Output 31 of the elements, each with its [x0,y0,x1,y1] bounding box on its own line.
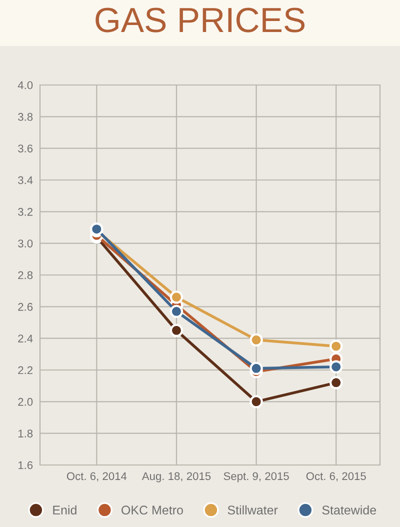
point [170,290,184,304]
y-tick-label: 3.8 [18,112,33,121]
x-tick-label: Sept. 9, 2015 [224,472,289,482]
x-tick-label: Oct. 6, 2014 [66,472,127,482]
point [330,340,343,353]
chart-title: GAS PRICES [96,8,305,32]
x-tick-label: Aug. 18, 2015 [142,472,211,482]
legend-label: OKC Metro [122,506,183,515]
y-tick-label: 4.0 [18,81,33,90]
point [250,362,263,376]
point [330,376,343,390]
y-tick-label: 3.4 [18,176,33,184]
y-tick-label: 2.0 [18,398,33,406]
point [170,324,184,338]
point [250,333,263,347]
point [170,304,184,318]
legend-label: Stillwater [228,505,278,515]
point [330,360,343,374]
point [250,395,263,408]
x-tick-label: Oct. 6, 2015 [306,472,366,482]
legend-label: Enid [53,505,76,515]
y-tick-label: 1.8 [18,430,33,438]
y-tick-label: 3.6 [18,144,33,152]
legend-label: Statewide [322,505,376,515]
y-tick-label: 2.2 [18,366,32,374]
y-tick-label: 3.0 [18,240,33,248]
y-tick-label: 1.6 [18,461,33,470]
y-tick-label: 2.8 [18,271,33,280]
y-tick-label: 3.2 [18,208,32,216]
y-tick-label: 2.4 [18,334,33,342]
y-tick-label: 2.6 [18,302,33,311]
